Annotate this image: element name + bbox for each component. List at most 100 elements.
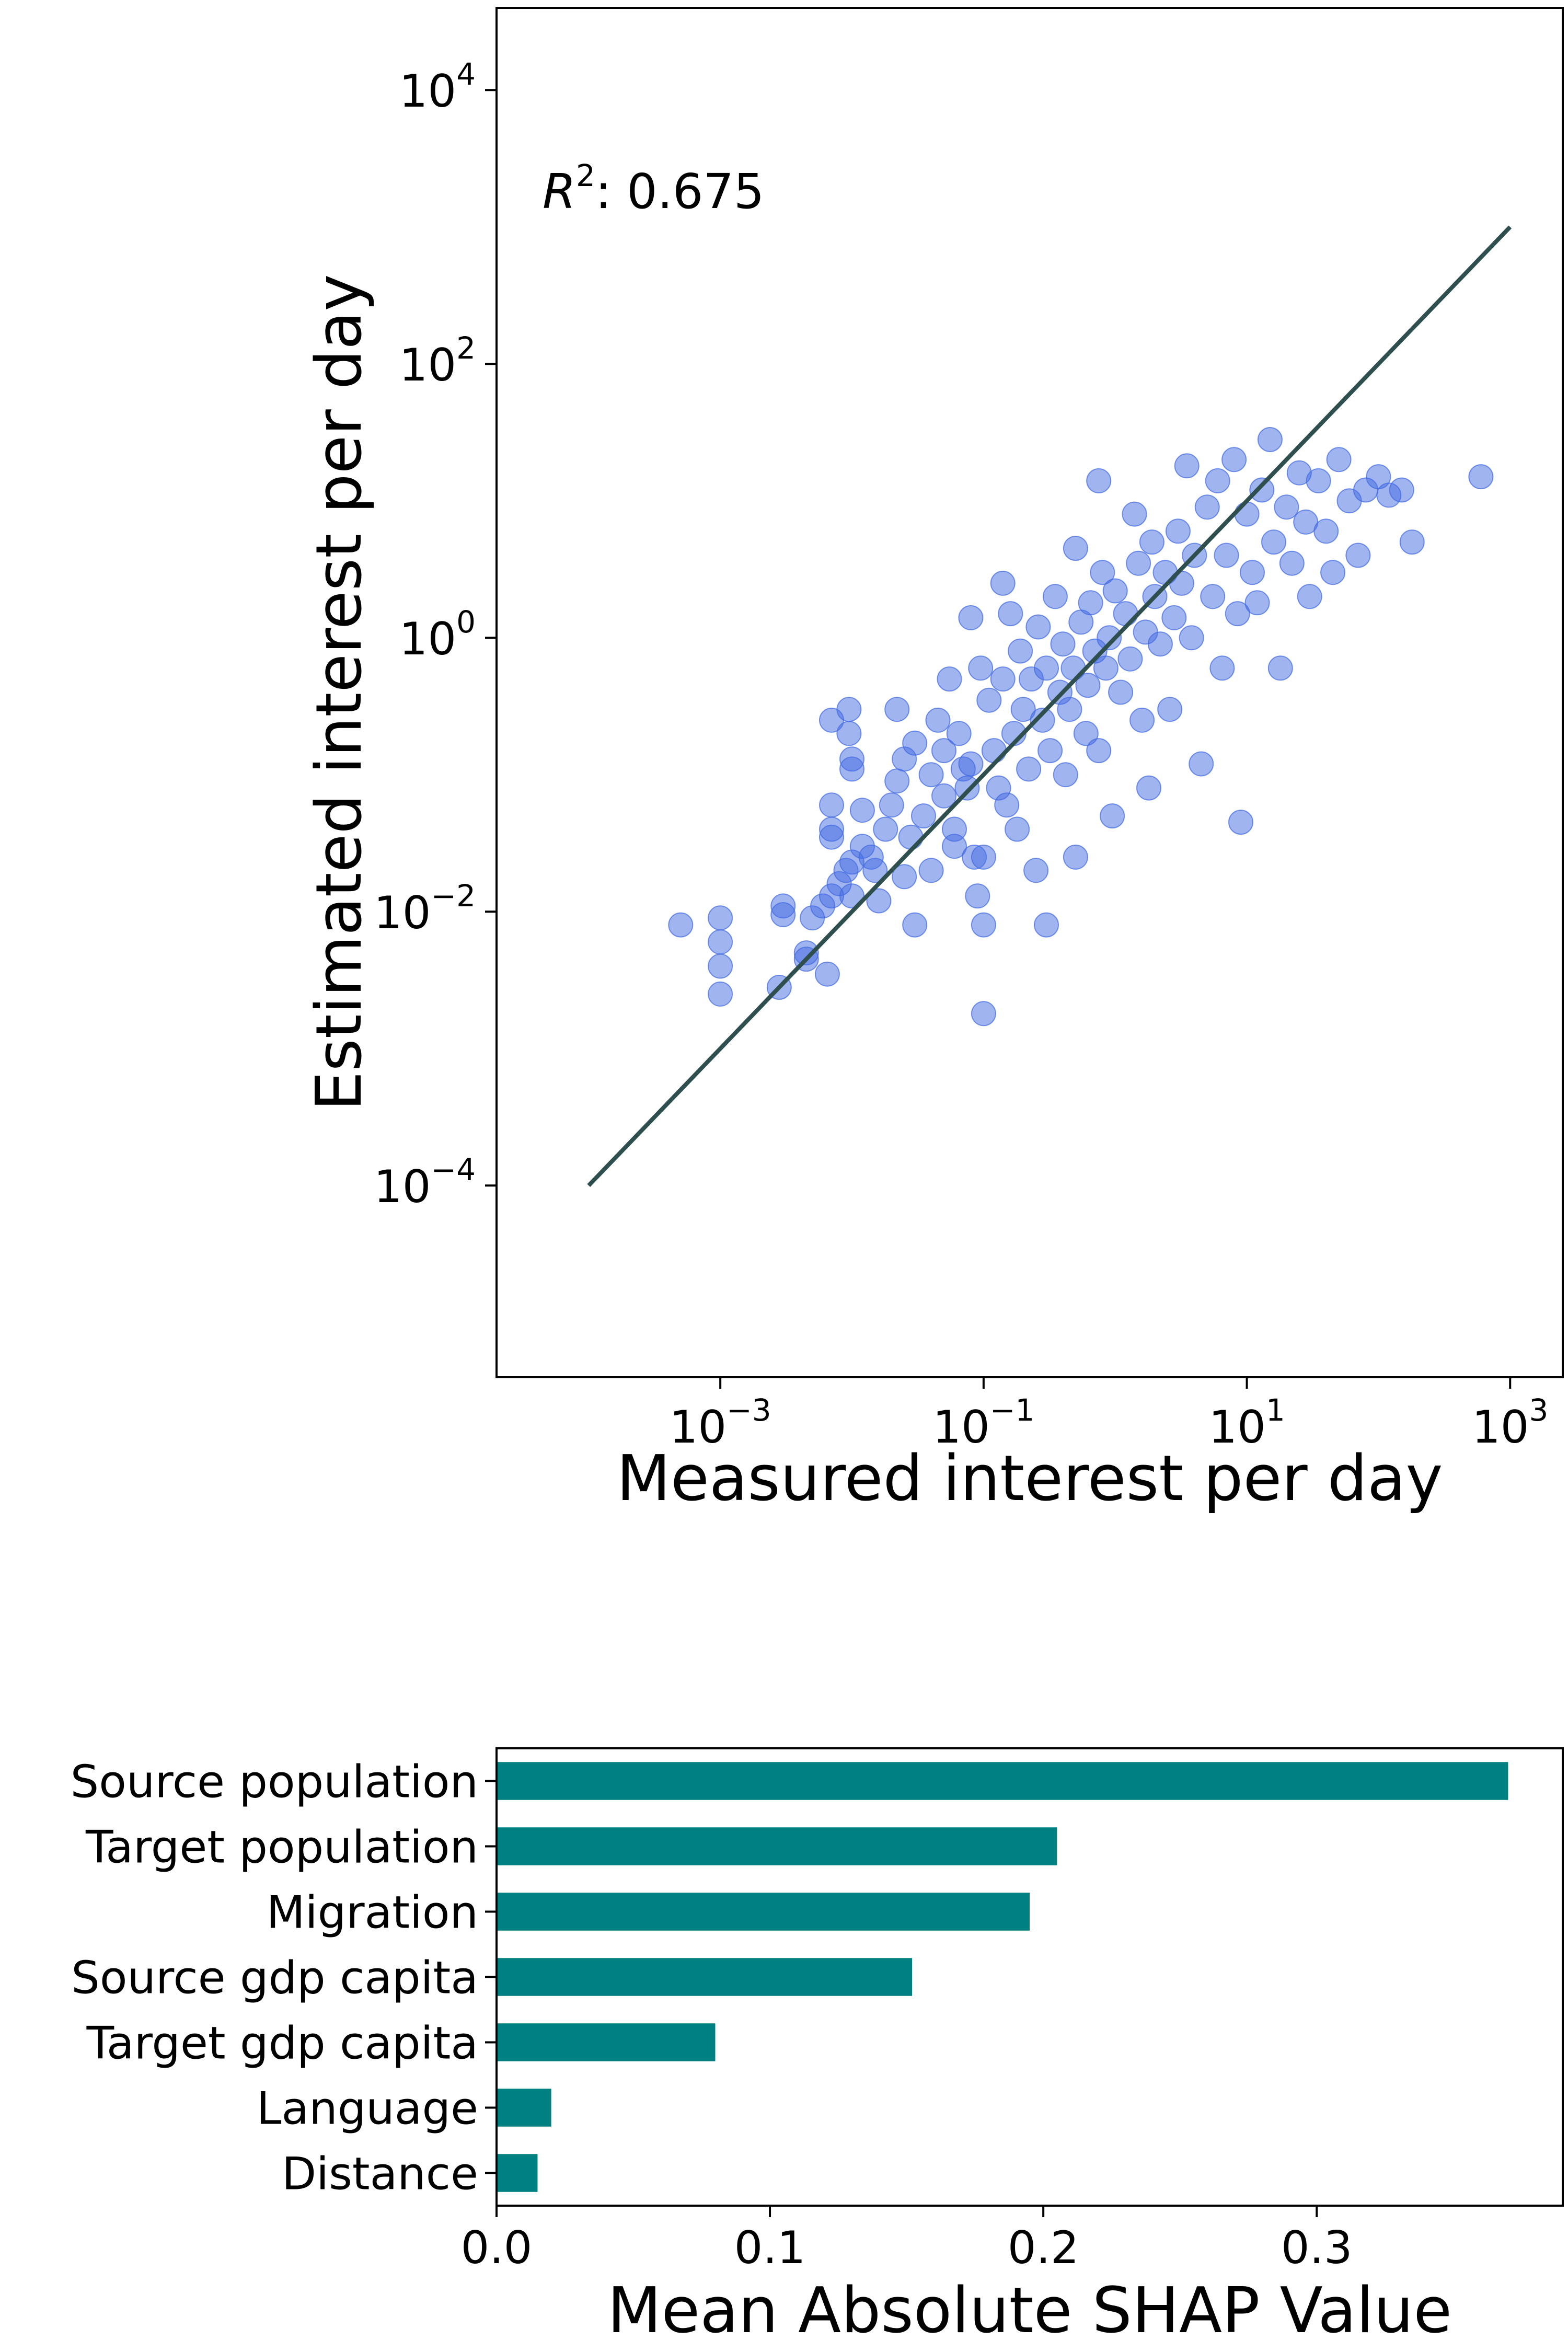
x-tick-label: 0.1 <box>734 2222 806 2274</box>
scatter-point <box>1063 536 1088 561</box>
scatter-point <box>954 775 980 801</box>
x-tick-label: 10−3 <box>670 1392 771 1454</box>
scatter-point <box>1267 655 1293 681</box>
scatter-point <box>994 792 1020 818</box>
scatter-point <box>1042 584 1068 609</box>
scatter-point <box>1136 775 1161 801</box>
x-tick-label: 10−1 <box>932 1392 1034 1454</box>
bar-category-labels: Source population Target population Migrat… <box>71 1756 497 2200</box>
scatter-point <box>1053 762 1078 788</box>
bar <box>497 1893 1030 1931</box>
bar-chart: Source population Target population Migrat… <box>71 1747 1564 2347</box>
scatter-point <box>1165 518 1191 544</box>
scatter-point <box>1008 638 1033 664</box>
scatter-point <box>1005 816 1030 842</box>
scatter-point <box>1129 707 1155 733</box>
scatter-point <box>958 751 984 777</box>
scatter-point <box>1389 477 1414 503</box>
scatter-point <box>1034 655 1059 681</box>
bar <box>497 2154 538 2192</box>
scatter-point <box>1200 584 1226 609</box>
scatter-point <box>968 655 994 681</box>
y-tick-label: 102 <box>399 330 476 391</box>
scatter-point <box>1057 697 1082 722</box>
scatter-point <box>1117 646 1143 672</box>
scatter-point <box>990 570 1016 596</box>
scatter-point <box>1240 560 1265 585</box>
scatter-point <box>1306 468 1331 493</box>
scatter-point <box>998 601 1023 627</box>
scatter-point <box>1345 543 1371 568</box>
scatter-point <box>1326 447 1352 472</box>
reference-line <box>587 225 1512 1187</box>
scatter-point <box>879 792 904 818</box>
scatter-y-ticks: 104 102 100 10−2 10−4 <box>374 56 497 1213</box>
scatter-point <box>1025 614 1051 640</box>
scatter-point <box>884 768 910 794</box>
scatter-point <box>1030 707 1055 733</box>
scatter-point <box>708 929 733 955</box>
scatter-point <box>1126 550 1151 576</box>
scatter-point <box>1016 756 1042 782</box>
scatter-point <box>990 666 1016 692</box>
scatter-point <box>814 961 840 987</box>
bar <box>497 1827 1057 1865</box>
bar-x-axis-label: Mean Absolute SHAP Value <box>607 2275 1452 2347</box>
scatter-point <box>946 721 972 746</box>
scatter-point <box>770 902 796 927</box>
scatter-point <box>1100 803 1125 829</box>
scatter-point <box>873 816 898 842</box>
scatter-point <box>1086 468 1112 493</box>
scatter-point <box>892 864 917 890</box>
scatter-point <box>866 888 892 914</box>
scatter-point <box>1214 543 1239 568</box>
scatter-point <box>1139 529 1165 555</box>
scatter-point <box>1093 655 1119 681</box>
y-tick-label: 100 <box>399 604 476 665</box>
scatter-point <box>937 666 962 692</box>
scatter-point <box>1174 453 1200 479</box>
scatter-point <box>918 762 944 788</box>
scatter-point <box>958 605 984 630</box>
bar <box>497 1762 1508 1800</box>
scatter-point <box>839 756 864 782</box>
scatter-point <box>918 858 944 883</box>
y-tick-label: 104 <box>399 56 476 118</box>
scatter-point <box>1113 601 1138 627</box>
scatter-point <box>1225 601 1250 627</box>
scatter-point <box>1313 518 1339 544</box>
bar-category-label: Language <box>257 2083 478 2135</box>
scatter-point <box>1090 560 1115 585</box>
scatter-point <box>925 707 951 733</box>
scatter-point <box>971 912 996 938</box>
scatter-point <box>819 792 844 818</box>
x-tick-label: 0.2 <box>1008 2222 1079 2274</box>
scatter-point <box>1122 501 1147 527</box>
scatter-axes-frame <box>495 7 1564 1378</box>
scatter-point <box>931 783 956 809</box>
scatter-point <box>1257 427 1283 452</box>
scatter-point <box>1205 468 1230 493</box>
scatter-point <box>971 1001 996 1027</box>
scatter-point <box>965 883 990 909</box>
scatter-point <box>1023 858 1049 883</box>
bar-category-label: Distance <box>282 2148 478 2200</box>
scatter-point <box>911 803 936 829</box>
scatter-point <box>819 824 844 850</box>
scatter-point <box>1234 501 1260 527</box>
scatter-point <box>836 697 862 722</box>
scatter-point <box>1063 844 1088 870</box>
scatter-point <box>1086 738 1112 764</box>
scatter-point <box>931 738 956 764</box>
scatter-point <box>1399 529 1425 555</box>
scatter-point <box>1179 625 1204 651</box>
x-tick-label: 103 <box>1472 1392 1548 1454</box>
scatter-point <box>668 912 694 938</box>
bar-category-label: Source population <box>71 1756 478 1808</box>
scatter-point <box>1244 590 1270 616</box>
scatter-point <box>976 687 1002 713</box>
scatter-point <box>1078 590 1103 616</box>
scatter-point <box>902 912 928 938</box>
scatter-point <box>839 883 864 909</box>
